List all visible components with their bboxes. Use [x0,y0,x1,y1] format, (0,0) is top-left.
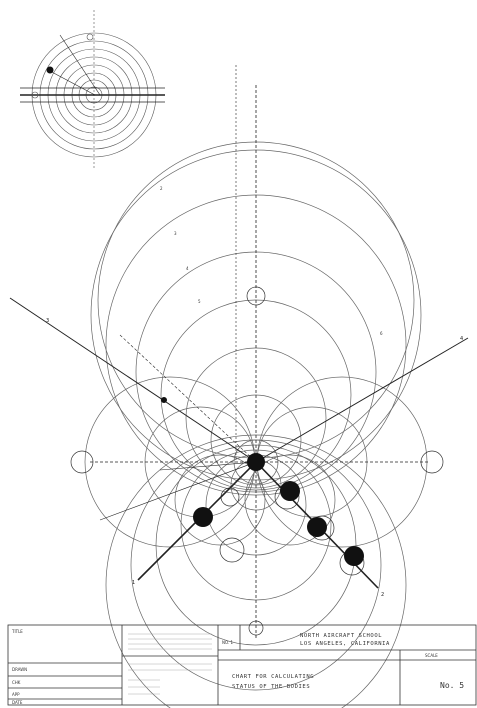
bodies [161,397,364,566]
axis-label-1: 1 [132,580,135,586]
row-label-app: APP [12,692,20,697]
scale-label: SCALE [425,653,438,658]
drawing-title-line1: CHART FOR CALCULATING [232,674,314,680]
left-header: TITLE [11,629,23,634]
title-block [7,624,477,706]
school-location: LOS ANGELES, CALIFORNIA [300,641,390,647]
drawing-title-line2: STATUS OF THE BODIES [232,684,310,690]
row-label-chk: CHK [12,680,21,685]
axis-label-4: 4 [460,336,463,342]
ring-number: 6 [380,331,383,336]
ring-number: 5 [198,299,201,304]
ring-number: 3 [174,231,177,236]
ring-numbers: 2 3 4 5 6 [160,186,383,336]
drawn-label: DRAWN [12,667,27,672]
inset-diagram [20,10,165,170]
row-label-date: DATE [12,700,23,705]
axis-label-2: 2 [381,592,384,598]
school-name: NORTH AIRCRAFT SCHOOL [300,633,382,639]
axis-numbers: 1 2 3 4 [46,318,463,598]
title-block-fine-lines [128,633,212,695]
ring-number: 4 [186,266,189,271]
axis-label-3: 3 [46,318,49,324]
ring-number: 2 [160,186,163,191]
sheet-label: NO. 1 [222,640,234,645]
drawing-number: No. 5 [440,681,464,690]
